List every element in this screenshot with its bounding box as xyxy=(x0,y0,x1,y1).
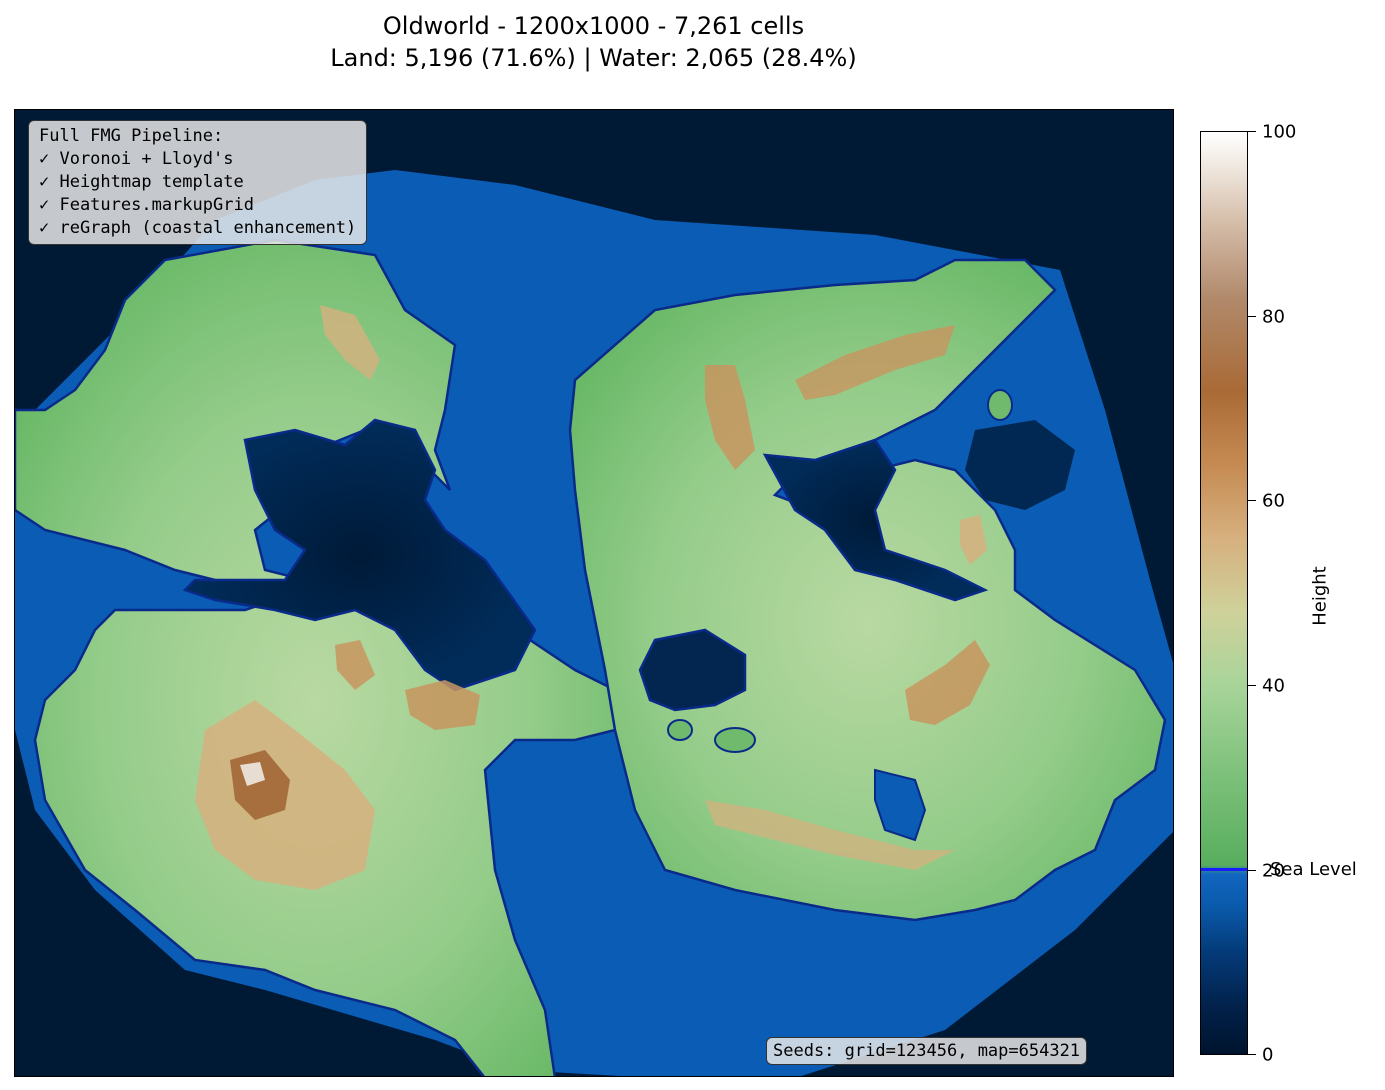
colorbar-tick-label: 40 xyxy=(1262,675,1285,697)
east-small-highland xyxy=(960,515,987,565)
seeds-info-box: Seeds: grid=123456, map=654321 xyxy=(766,1037,1088,1065)
pipeline-step: ✓ Voronoi + Lloyd's xyxy=(39,149,234,169)
east-coast-highland xyxy=(705,800,955,870)
ridge-highland xyxy=(335,640,375,690)
colorbar-tick xyxy=(1248,685,1256,686)
east-ridge xyxy=(795,325,955,400)
colorbar-tick xyxy=(1248,316,1256,317)
colorbar-tick-label: 100 xyxy=(1262,121,1297,143)
height-map xyxy=(14,109,1174,1077)
map-title: Oldworld - 1200x1000 - 7,261 cells xyxy=(382,12,805,40)
colorbar-tick xyxy=(1248,1054,1256,1055)
west-inland-sea xyxy=(182,418,537,692)
pipeline-info-box: Full FMG Pipeline: ✓ Voronoi + Lloyd's ✓… xyxy=(28,120,368,245)
island xyxy=(667,719,693,741)
pipeline-step: ✓ reGraph (coastal enhancement) xyxy=(39,218,357,238)
east-bay xyxy=(965,420,1075,510)
sea-level-line xyxy=(1201,868,1247,871)
pipeline-step: ✓ Features.markupGrid xyxy=(39,195,254,215)
east-north-highland xyxy=(705,365,755,470)
colorbar-tick xyxy=(1248,870,1256,871)
pipeline-heading: Full FMG Pipeline: xyxy=(39,126,224,146)
colorbar-tick-label: 0 xyxy=(1262,1044,1274,1066)
colorbar-tick xyxy=(1248,500,1256,501)
west-summit xyxy=(240,762,265,786)
colorbar-label: Height xyxy=(1309,566,1331,626)
colorbar-tick-label: 80 xyxy=(1262,306,1285,328)
colorbar-tick-label: 20 xyxy=(1262,860,1285,882)
map-stats: Land: 5,196 (71.6%) | Water: 2,065 (28.4… xyxy=(330,44,857,72)
central-highland xyxy=(405,680,480,730)
island xyxy=(714,727,756,753)
north-highland xyxy=(320,305,380,380)
east-south-highland xyxy=(905,640,990,725)
colorbar-tick xyxy=(1248,131,1256,132)
pipeline-step: ✓ Heightmap template xyxy=(39,172,244,192)
height-colorbar xyxy=(1200,131,1248,1055)
island xyxy=(987,389,1013,421)
east-inland-sea xyxy=(762,438,989,602)
sea-level-label: Sea Level xyxy=(1270,859,1357,880)
south-bay xyxy=(874,768,927,842)
colorbar-tick-label: 60 xyxy=(1262,490,1285,512)
central-lake xyxy=(638,628,747,712)
